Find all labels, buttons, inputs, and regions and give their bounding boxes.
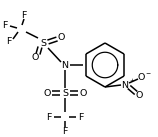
Text: F: F <box>62 126 68 135</box>
Text: +: + <box>130 79 135 83</box>
Text: O: O <box>79 89 87 98</box>
Text: S: S <box>40 38 46 48</box>
Text: N: N <box>122 81 128 89</box>
Text: O: O <box>137 72 145 82</box>
Text: F: F <box>6 38 12 46</box>
Text: −: − <box>146 71 151 75</box>
Text: F: F <box>46 112 52 122</box>
Text: F: F <box>2 22 8 31</box>
Text: O: O <box>57 34 65 42</box>
Text: N: N <box>61 61 69 69</box>
Text: O: O <box>43 89 51 98</box>
Text: F: F <box>78 112 84 122</box>
Text: O: O <box>31 52 39 62</box>
Text: O: O <box>135 91 143 99</box>
Text: S: S <box>62 89 68 98</box>
Text: F: F <box>21 11 27 19</box>
